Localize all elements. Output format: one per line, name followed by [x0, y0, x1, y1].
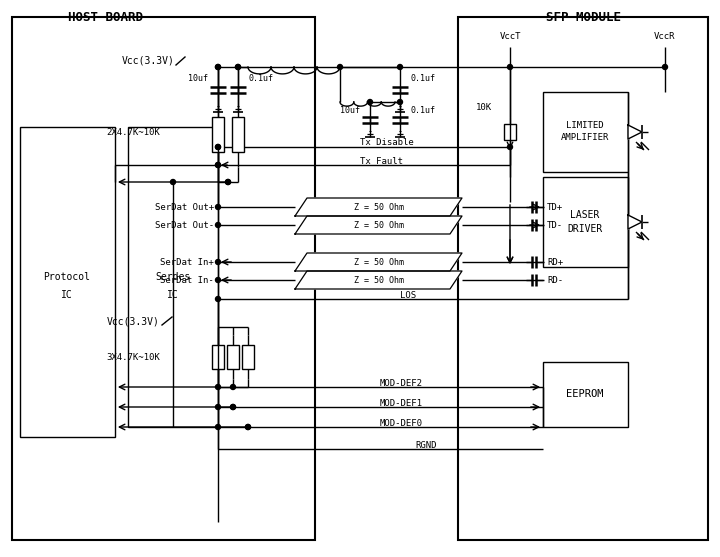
Text: SerDat Out-: SerDat Out- [155, 221, 214, 229]
Polygon shape [295, 271, 462, 289]
Text: Z = 50 Ohm: Z = 50 Ohm [354, 221, 403, 229]
Text: 0.1uf: 0.1uf [410, 74, 435, 83]
Bar [543, 177, 628, 267]
Circle shape [215, 65, 220, 70]
Circle shape [230, 404, 235, 409]
Circle shape [215, 277, 220, 282]
Text: 10K: 10K [476, 102, 492, 111]
Bar [232, 116, 244, 153]
Circle shape [235, 65, 240, 70]
Circle shape [215, 260, 220, 265]
Text: VccT: VccT [499, 32, 521, 41]
Circle shape [338, 65, 343, 70]
Circle shape [230, 384, 235, 389]
Text: RD+: RD+ [547, 257, 563, 266]
Text: SerDat Out+: SerDat Out+ [155, 203, 214, 212]
Bar [543, 92, 628, 172]
Text: Tx Fault: Tx Fault [360, 157, 403, 165]
Polygon shape [628, 215, 642, 229]
Circle shape [230, 404, 235, 409]
Text: LIMITED: LIMITED [566, 120, 604, 129]
Text: SerDat In-: SerDat In- [161, 276, 214, 285]
Circle shape [215, 163, 220, 168]
Text: SFP MODULE: SFP MODULE [546, 11, 621, 23]
Circle shape [215, 65, 220, 70]
Circle shape [225, 179, 230, 184]
Text: RGND: RGND [415, 441, 436, 449]
Bar [242, 345, 254, 369]
Text: Z = 50 Ohm: Z = 50 Ohm [354, 257, 403, 266]
Circle shape [215, 404, 220, 409]
Text: 10uf: 10uf [188, 74, 208, 83]
Bar [212, 345, 224, 369]
Circle shape [367, 100, 372, 105]
Text: LOS: LOS [400, 291, 416, 300]
Polygon shape [628, 125, 642, 139]
Text: Vcc(3.3V): Vcc(3.3V) [107, 316, 160, 326]
Text: Tx Disable: Tx Disable [360, 138, 414, 146]
Bar [504, 124, 516, 140]
Circle shape [215, 424, 220, 429]
Text: Serdes: Serdes [156, 272, 191, 282]
Circle shape [225, 179, 230, 184]
Circle shape [246, 424, 251, 429]
Circle shape [235, 65, 240, 70]
Text: Protocol: Protocol [43, 272, 91, 282]
Polygon shape [295, 198, 462, 216]
Circle shape [215, 384, 220, 389]
Text: MOD-DEF1: MOD-DEF1 [380, 398, 423, 408]
Text: MOD-DEF0: MOD-DEF0 [380, 418, 423, 428]
Polygon shape [295, 216, 462, 234]
Text: 2X4.7K~10K: 2X4.7K~10K [107, 128, 160, 136]
Text: AMPLIFIER: AMPLIFIER [561, 133, 609, 141]
Bar [543, 362, 628, 427]
Text: TD-: TD- [547, 221, 563, 229]
Text: 0.1uf: 0.1uf [410, 106, 435, 115]
Text: SerDat In+: SerDat In+ [161, 257, 214, 266]
Text: MOD-DEF2: MOD-DEF2 [380, 379, 423, 388]
Circle shape [215, 296, 220, 301]
Circle shape [246, 424, 251, 429]
Circle shape [508, 144, 513, 149]
Circle shape [397, 100, 402, 105]
Text: HOST BOARD: HOST BOARD [68, 11, 143, 23]
Text: 0.1uf: 0.1uf [248, 74, 273, 83]
Text: LASER: LASER [570, 210, 600, 220]
Circle shape [508, 65, 513, 70]
Circle shape [215, 222, 220, 227]
Text: EEPROM: EEPROM [566, 389, 604, 399]
Bar [20, 127, 115, 437]
Bar [128, 127, 218, 427]
Bar [227, 345, 239, 369]
Bar [212, 116, 224, 153]
Bar [458, 17, 708, 540]
Circle shape [662, 65, 667, 70]
Text: TD+: TD+ [547, 203, 563, 212]
Text: Z = 50 Ohm: Z = 50 Ohm [354, 276, 403, 285]
Circle shape [215, 163, 220, 168]
Text: 10uf: 10uf [340, 106, 360, 115]
Circle shape [171, 179, 176, 184]
Text: IC: IC [167, 290, 179, 300]
Text: VccR: VccR [654, 32, 676, 41]
Circle shape [215, 144, 220, 149]
Text: IC: IC [61, 290, 73, 300]
Bar [12, 17, 315, 540]
Text: 3X4.7K~10K: 3X4.7K~10K [107, 353, 160, 361]
Text: Vcc(3.3V): Vcc(3.3V) [122, 55, 175, 65]
Text: Z = 50 Ohm: Z = 50 Ohm [354, 203, 403, 212]
Text: DRIVER: DRIVER [567, 224, 603, 234]
Circle shape [215, 204, 220, 209]
Text: RD-: RD- [547, 276, 563, 285]
Polygon shape [295, 253, 462, 271]
Circle shape [397, 65, 402, 70]
Circle shape [215, 144, 220, 149]
